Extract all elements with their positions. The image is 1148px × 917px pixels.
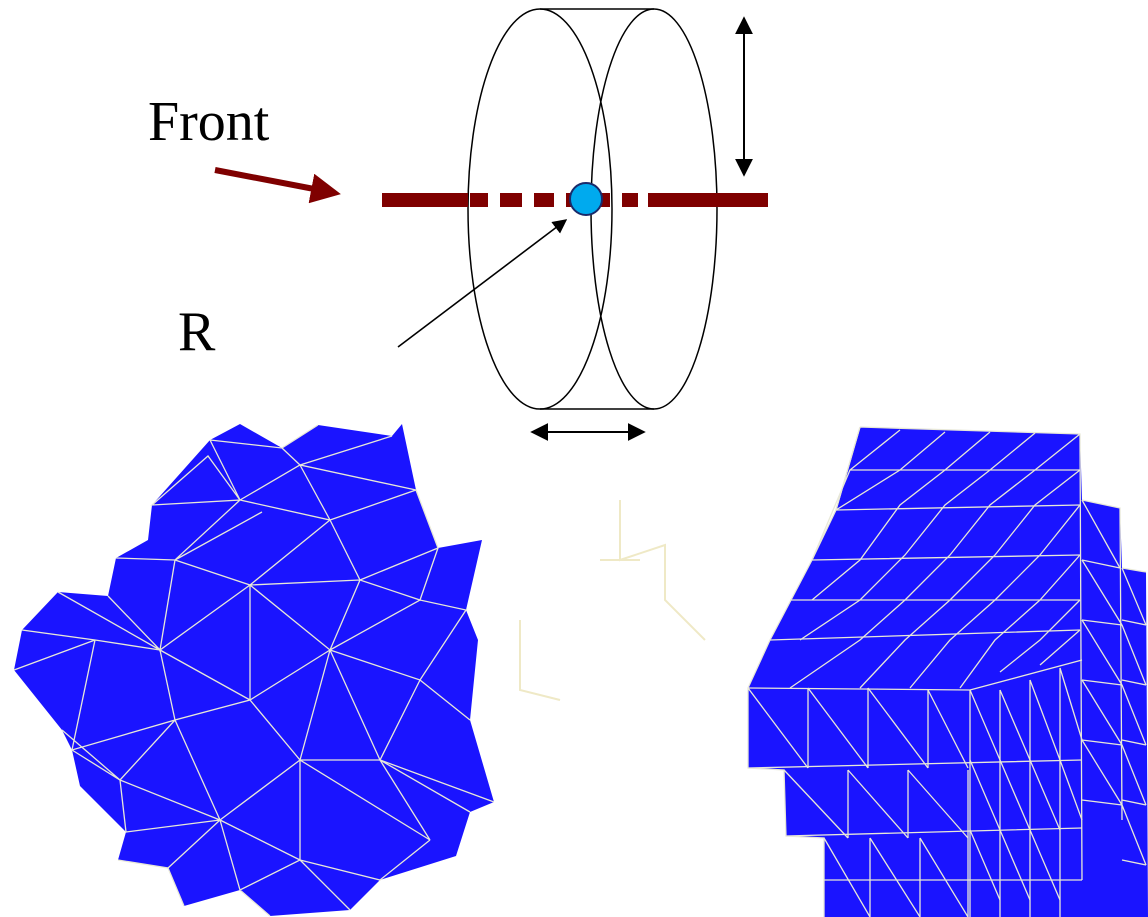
irregular-mesh bbox=[13, 424, 495, 917]
irregular-mesh-body bbox=[14, 424, 494, 916]
center-ball bbox=[569, 182, 603, 216]
cylinder-back-ellipse bbox=[590, 8, 718, 410]
front-label: Front bbox=[148, 91, 270, 153]
radius-label: R bbox=[178, 301, 216, 363]
irregular-mesh-edges bbox=[13, 424, 495, 917]
arrow-up-right-icon bbox=[397, 219, 568, 348]
faint-background-sketch bbox=[519, 500, 706, 701]
arrow-right-icon bbox=[214, 167, 341, 204]
voxel-mesh-body bbox=[748, 427, 1148, 917]
voxel-mesh bbox=[747, 426, 1148, 917]
cylinder bbox=[467, 8, 718, 410]
voxel-mesh-edges bbox=[747, 426, 1147, 917]
